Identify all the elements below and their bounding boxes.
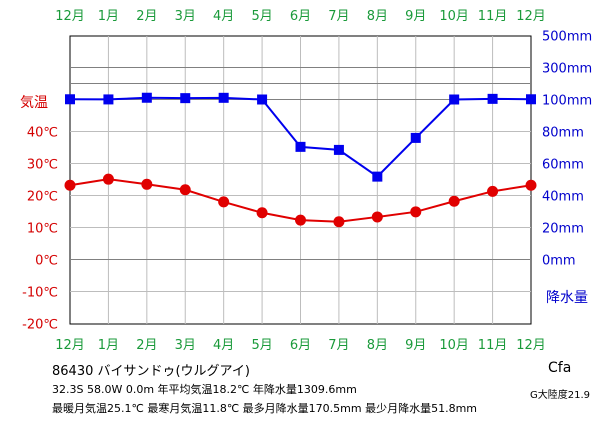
month-label-bottom: 4月 — [213, 338, 234, 353]
precipitation-point — [372, 171, 383, 182]
month-label-top: 12月 — [55, 9, 85, 24]
temperature-point — [448, 195, 460, 207]
temperature-point — [64, 179, 76, 191]
month-label-top: 11月 — [478, 9, 508, 24]
precipitation-tick-labels: 500mm 300mm 100mm 80mm 60mm 40mm 20mm 0mm — [542, 30, 592, 269]
temperature-point — [141, 178, 153, 190]
precipitation-tick-label: 100mm — [542, 94, 592, 109]
temperature-tick-label: 0℃ — [35, 254, 58, 269]
precipitation-point — [218, 92, 229, 103]
precipitation-point — [487, 93, 498, 104]
month-label-top: 8月 — [367, 9, 388, 24]
series-layer — [64, 92, 537, 228]
temperature-point — [410, 206, 422, 218]
precipitation-point — [526, 94, 536, 105]
station-stats-line1: 32.3S 58.0W 0.0m 年平均気温18.2℃ 年降水量1309.6mm — [52, 383, 357, 396]
temperature-point — [525, 179, 537, 191]
precipitation-tick-label: 0mm — [542, 254, 576, 269]
temperature-point — [102, 173, 114, 185]
month-label-bottom: 5月 — [251, 338, 272, 353]
temperature-tick-label: -10℃ — [22, 286, 58, 301]
month-label-top: 3月 — [175, 9, 196, 24]
precipitation-point — [449, 94, 460, 105]
station-stats-line2: 最暖月気温25.1℃ 最寒月気温11.8℃ 最多月降水量170.5mm 最少月降… — [52, 402, 478, 415]
month-label-top: 4月 — [213, 9, 234, 24]
station-name: 86430 バイサンドゥ(ウルグアイ) — [52, 364, 250, 379]
month-label-bottom: 12月 — [55, 338, 85, 353]
month-label-top: 12月 — [516, 9, 546, 24]
month-label-bottom: 3月 — [175, 338, 196, 353]
month-label-top: 7月 — [328, 9, 349, 24]
month-label-bottom: 10月 — [439, 338, 469, 353]
month-label-top: 6月 — [290, 9, 311, 24]
precipitation-point — [333, 144, 344, 155]
month-label-bottom: 12月 — [516, 338, 546, 353]
temperature-point — [371, 211, 383, 223]
precipitation-tick-label: 40mm — [542, 190, 584, 205]
precipitation-axis-title: 降水量 — [546, 290, 588, 306]
month-label-bottom: 2月 — [136, 338, 157, 353]
precipitation-point — [180, 93, 191, 104]
temperature-point — [295, 214, 306, 226]
top-month-labels: 12月 1月 2月 3月 4月 5月 6月 7月 8月 9月 10月 11月 12月 — [55, 9, 546, 24]
precipitation-point — [141, 92, 152, 103]
precipitation-point — [257, 94, 268, 105]
precipitation-tick-label: 20mm — [542, 222, 584, 237]
month-label-bottom: 8月 — [367, 338, 388, 353]
precipitation-tick-label: 60mm — [542, 158, 584, 173]
temperature-point — [487, 185, 499, 197]
precipitation-point — [410, 132, 421, 143]
temperature-tick-label: -20℃ — [22, 318, 58, 333]
temperature-tick-labels: 40℃ 30℃ 20℃ 10℃ 0℃ -10℃ -20℃ — [22, 126, 58, 333]
temperature-point — [333, 216, 345, 228]
precipitation-point — [103, 94, 114, 105]
month-label-bottom: 1月 — [98, 338, 119, 353]
temperature-point — [256, 207, 268, 219]
month-label-bottom: 7月 — [328, 338, 349, 353]
precipitation-tick-label: 80mm — [542, 126, 584, 141]
precipitation-point — [295, 141, 306, 152]
precipitation-tick-label: 300mm — [542, 62, 592, 77]
temperature-axis-title: 気温 — [20, 95, 48, 111]
month-label-top: 2月 — [136, 9, 157, 24]
continentality-index: G大陸度21.9 — [530, 390, 591, 401]
temperature-tick-label: 10℃ — [27, 222, 58, 237]
temperature-tick-label: 20℃ — [27, 190, 58, 205]
temperature-tick-label: 40℃ — [27, 126, 58, 141]
temperature-tick-label: 30℃ — [27, 158, 58, 173]
month-label-top: 10月 — [439, 9, 469, 24]
bottom-month-labels: 12月 1月 2月 3月 4月 5月 6月 7月 8月 9月 10月 11月 12月 — [55, 338, 546, 353]
month-label-bottom: 9月 — [405, 338, 426, 353]
grid-lines — [69, 35, 532, 325]
month-label-bottom: 11月 — [478, 338, 508, 353]
month-label-top: 9月 — [405, 9, 426, 24]
precipitation-tick-label: 500mm — [542, 30, 592, 45]
temperature-point — [218, 196, 230, 208]
precipitation-point — [65, 94, 75, 105]
temperature-point — [179, 184, 191, 196]
climate-classification: Cfa — [548, 360, 572, 376]
month-label-top: 5月 — [251, 9, 272, 24]
month-label-top: 1月 — [98, 9, 119, 24]
month-label-bottom: 6月 — [290, 338, 311, 353]
